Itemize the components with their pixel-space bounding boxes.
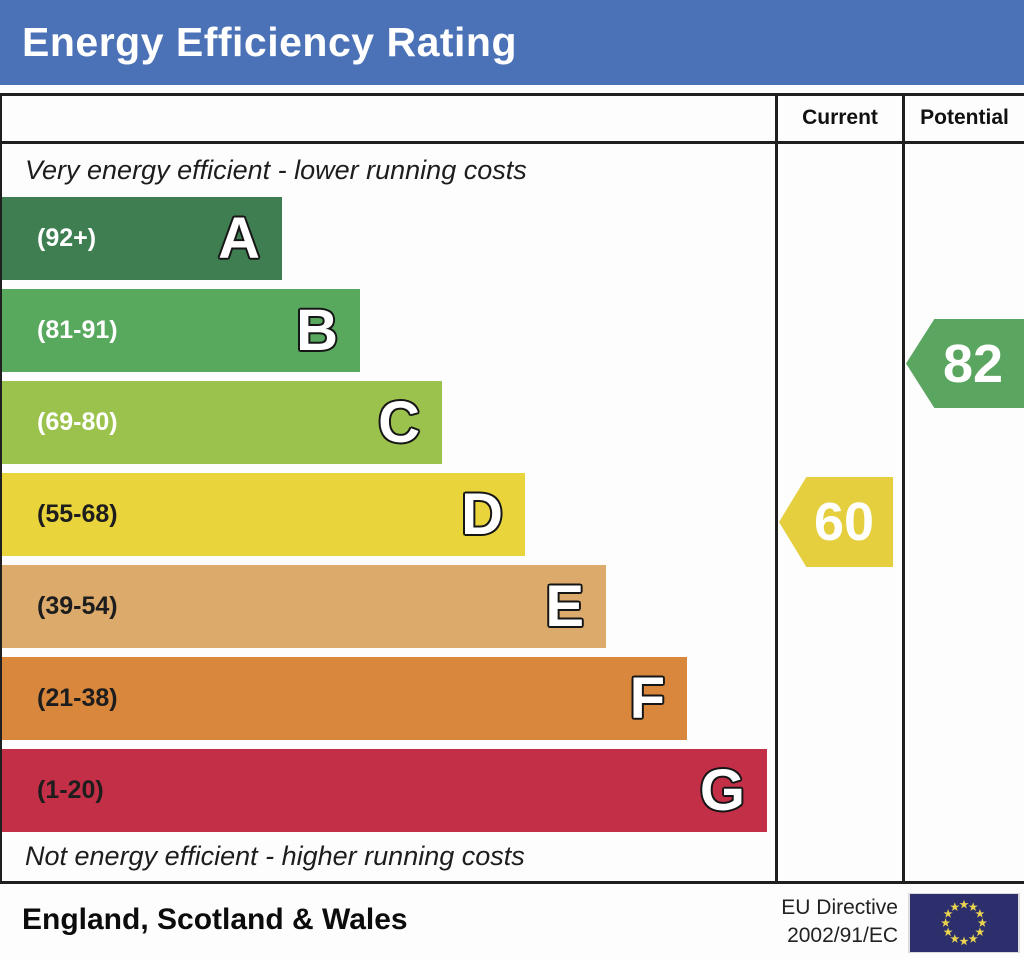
rating-bands: (92+) A (81-91) B (69-80) C (55-68) D (3…	[2, 197, 775, 841]
eu-directive-line1: EU Directive	[781, 896, 898, 919]
table-left-border	[0, 93, 2, 884]
band-a-letter: A	[218, 205, 260, 271]
header-divider	[0, 141, 1024, 144]
band-g-letter: G	[699, 757, 745, 823]
band-a: (92+) A	[2, 197, 282, 280]
band-b-letter: B	[296, 297, 338, 363]
band-b: (81-91) B	[2, 289, 360, 372]
band-d-range: (55-68)	[37, 500, 118, 528]
eu-directive-line2: 2002/91/EC	[787, 924, 898, 947]
potential-rating-badge: 82	[906, 319, 1024, 408]
top-note: Very energy efficient - lower running co…	[25, 155, 527, 185]
table-bottom-border	[0, 881, 1024, 884]
title-banner: Energy Efficiency Rating	[0, 0, 1024, 85]
table-top-border	[0, 93, 1024, 96]
bottom-note: Not energy efficient - higher running co…	[25, 841, 525, 871]
eu-directive-label: EU Directive 2002/91/EC	[690, 894, 898, 950]
band-e-range: (39-54)	[37, 592, 118, 620]
current-column-header: Current	[802, 106, 878, 129]
region-label: England, Scotland & Wales	[22, 903, 408, 936]
band-g: (1-20) G	[2, 749, 767, 832]
band-c-range: (69-80)	[37, 408, 118, 436]
band-f: (21-38) F	[2, 657, 687, 740]
band-f-range: (21-38)	[37, 684, 118, 712]
potential-column-divider	[902, 93, 905, 884]
band-g-range: (1-20)	[37, 776, 104, 804]
potential-rating-value: 82	[942, 333, 1004, 394]
band-d: (55-68) D	[2, 473, 525, 556]
band-e: (39-54) E	[2, 565, 606, 648]
page-title: Energy Efficiency Rating	[22, 19, 518, 65]
band-e-letter: E	[545, 573, 584, 639]
band-c: (69-80) C	[2, 381, 442, 464]
band-f-letter: F	[629, 665, 665, 731]
band-a-range: (92+)	[37, 224, 97, 252]
current-column-divider	[775, 93, 778, 884]
current-rating-badge: 60	[779, 477, 893, 567]
band-c-letter: C	[378, 389, 420, 455]
band-b-range: (81-91)	[37, 316, 118, 344]
current-rating-value: 60	[813, 492, 875, 552]
band-d-letter: D	[461, 481, 503, 547]
potential-column-header: Potential	[920, 106, 1009, 129]
eu-flag-icon	[908, 893, 1020, 953]
